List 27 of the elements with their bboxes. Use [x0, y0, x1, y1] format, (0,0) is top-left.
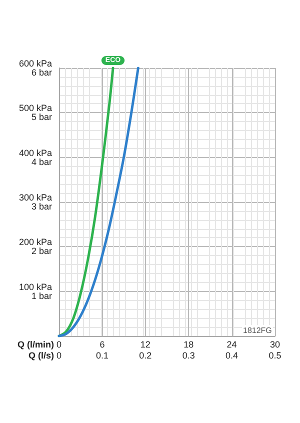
y2-tick-label: 2 bar	[31, 246, 52, 256]
y-tick-label: 600 kPa	[18, 58, 52, 68]
y2-tick-label: 1 bar	[31, 290, 52, 301]
annotation: 1812FG	[243, 326, 272, 335]
x2-tick-label: 0.2	[139, 350, 152, 360]
x2-tick-label: 0.4	[226, 350, 238, 360]
y2-tick-label: 4 bar	[31, 156, 52, 167]
y-tick-label: 300 kPa	[18, 192, 52, 202]
x2-axis-title: Q (l/s)	[28, 350, 54, 360]
x2-tick-label: 0	[56, 350, 62, 360]
y-tick-label: 100 kPa	[18, 282, 52, 292]
x-tick-label: 6	[100, 340, 105, 350]
x-tick-label: 24	[226, 340, 237, 350]
x-tick-label: 18	[184, 340, 194, 350]
y-tick-label: 200 kPa	[18, 237, 52, 248]
x-tick-label: 30	[270, 340, 280, 350]
y-tick-label: 400 kPa	[18, 148, 52, 158]
y-tick-label: 500 kPa	[18, 103, 52, 114]
x2-tick-label: 0.5	[268, 350, 282, 360]
x-tick-label: 0	[56, 340, 62, 350]
x2-tick-label: 0.3	[182, 350, 195, 360]
x-tick-label: 12	[140, 340, 150, 350]
y2-tick-label: 3 bar	[31, 202, 52, 212]
x-axis-title: Q (l/min)	[18, 340, 54, 350]
x2-tick-label: 0.1	[96, 350, 108, 360]
y2-tick-label: 6 bar	[31, 68, 52, 78]
y2-tick-label: 5 bar	[31, 112, 52, 122]
